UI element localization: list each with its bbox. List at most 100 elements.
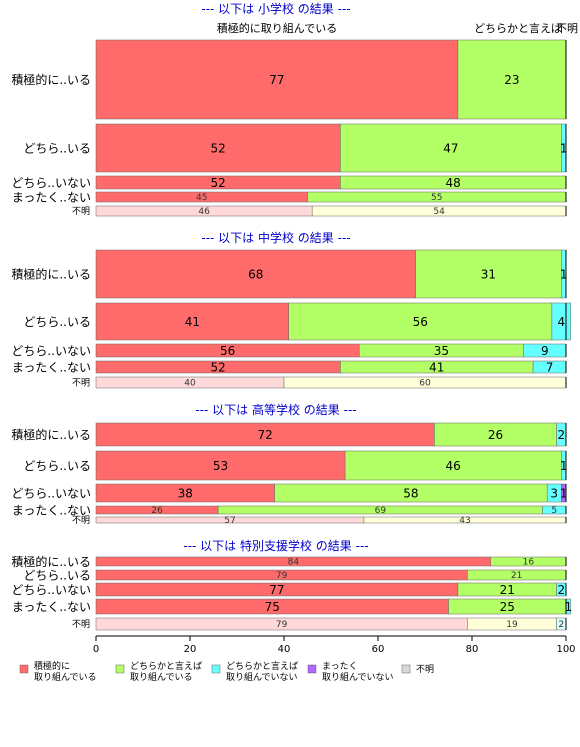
bar-row: どちら..いない 52 48 — [11, 175, 567, 190]
legend: 積極的に取り組んでいるどちらかと言えば取り組んでいるどちらかと言えば取り組んでい… — [19, 660, 434, 683]
bar-value-label: 69 — [375, 506, 387, 516]
bar-row: どちら..いる 53 46 1 — [23, 450, 568, 481]
bar-value-label: 56 — [220, 344, 235, 358]
top-label: 不明 — [556, 22, 578, 35]
bar-value-label: 84 — [288, 558, 300, 568]
bar-value-label: 41 — [429, 361, 444, 375]
bar-value-label: 1 — [560, 268, 568, 282]
bar-value-label: 1 — [560, 459, 568, 473]
bar-row: 積極的に..いる 84 16 — [11, 554, 567, 569]
bar-row: どちら..いない 56 35 9 — [11, 343, 567, 358]
bar-value-label: 2 — [557, 583, 565, 597]
bar-value-label: 46 — [198, 207, 210, 217]
bar-row: まったく..ない 52 41 7 — [12, 361, 567, 375]
row-label: どちら..いない — [11, 176, 91, 190]
bar-segment — [95, 450, 346, 481]
bar-row: 不明 79 19 2 — [72, 617, 567, 631]
bar-value-label: 47 — [443, 142, 458, 156]
section-0: --- 以下は 小学校 の結果 --- 積極的に..いる 77 23 どちら..いる 52… — [11, 1, 567, 217]
row-label: どちら..いる — [23, 142, 91, 156]
section-3: --- 以下は 特別支援学校 の結果 ---積極的に..いる 84 16どちら..い… — [11, 538, 573, 631]
x-tick-label: 80 — [466, 644, 479, 655]
bar-value-label: 1 — [565, 600, 573, 614]
bar-value-label: 57 — [224, 516, 235, 526]
legend-swatch — [19, 664, 29, 674]
row-label: 不明 — [72, 619, 90, 630]
row-label: どちら..いる — [23, 459, 91, 473]
row-label: 積極的に..いる — [11, 72, 91, 87]
x-tick-label: 0 — [93, 644, 99, 655]
bar-value-label: 5 — [551, 506, 557, 516]
bar-value-label: 52 — [211, 361, 226, 375]
row-label: 積極的に..いる — [11, 427, 91, 442]
bar-value-label: 75 — [265, 600, 280, 614]
legend-label: 取り組んでいる — [130, 671, 193, 683]
row-label: 積極的に..いる — [11, 554, 91, 569]
bar-row: どちら..いる 79 21 — [23, 569, 567, 583]
bar-value-label: 21 — [500, 583, 515, 597]
bar-value-label: 48 — [446, 176, 461, 190]
section-title: --- 以下は 小学校 の結果 --- — [201, 1, 350, 16]
top-label: 積極的に取り組んでいる — [217, 21, 337, 35]
section-title: --- 以下は 高等学校 の結果 --- — [195, 402, 356, 417]
bar-value-label: 21 — [511, 571, 522, 581]
bar-row: 積極的に..いる 68 31 1 — [11, 249, 568, 299]
bar-row: 不明 40 60 — [72, 376, 567, 389]
section-2: --- 以下は 高等学校 の結果 --- 積極的に..いる 72 26 2 どちら..いる… — [11, 402, 567, 526]
bar-value-label: 1 — [560, 142, 568, 156]
bar-value-label: 56 — [413, 315, 428, 329]
row-label: 積極的に..いる — [11, 267, 91, 282]
bar-value-label: 25 — [500, 600, 515, 614]
bar-value-label: 55 — [431, 193, 442, 203]
row-label: まったく..ない — [12, 504, 91, 518]
row-label: 不明 — [72, 206, 90, 217]
row-label: まったく..ない — [12, 191, 91, 205]
bar-segment — [457, 39, 567, 120]
x-tick-label: 100 — [556, 644, 575, 655]
bar-row: どちら..いる 41 56 4 — [23, 302, 571, 341]
bar-row: まったく..ない 45 55 — [12, 191, 567, 205]
bar-value-label: 72 — [258, 428, 273, 442]
bar-value-label: 53 — [213, 459, 228, 473]
bar-value-label: 43 — [459, 516, 470, 526]
bar-value-label: 41 — [185, 315, 200, 329]
row-label: どちら..いる — [23, 315, 91, 329]
legend-entry: 不明 — [401, 664, 434, 675]
bar-row: まったく..ない 26 69 5 — [12, 504, 567, 518]
bar-value-label: 16 — [523, 558, 535, 568]
bar-row: 不明 46 54 — [72, 205, 567, 217]
bar-value-label: 60 — [419, 379, 431, 389]
bar-value-label: 54 — [433, 207, 445, 217]
legend-label: 取り組んでいない — [226, 671, 298, 683]
bar-row: どちら..いない 38 58 3 1 — [11, 483, 567, 503]
legend-swatch — [307, 664, 317, 674]
legend-label: どちらかと言えば — [226, 660, 298, 672]
section-title: --- 以下は 中学校 の結果 --- — [201, 230, 350, 245]
row-label: どちら..いない — [11, 583, 91, 597]
bar-value-label: 38 — [178, 487, 193, 501]
bar-value-label: 7 — [546, 361, 554, 375]
bar-value-label: 52 — [211, 142, 226, 156]
bar-row: どちら..いない 77 21 2 — [11, 582, 567, 597]
legend-entry: 積極的に取り組んでいる — [19, 660, 97, 683]
bar-value-label: 26 — [151, 506, 163, 516]
bar-value-label: 2 — [558, 620, 564, 630]
row-label: どちら..いる — [23, 569, 91, 583]
bar-value-label: 40 — [184, 379, 196, 389]
bar-value-label: 68 — [248, 268, 263, 282]
bar-value-label: 46 — [446, 459, 461, 473]
legend-label: 取り組んでいない — [322, 671, 394, 683]
x-axis: 0 20 40 60 80 100 — [93, 635, 576, 655]
bar-value-label: 79 — [276, 620, 288, 630]
row-label: どちら..いない — [11, 344, 91, 358]
bar-value-label: 58 — [403, 487, 418, 501]
bar-value-label: 26 — [488, 428, 503, 442]
row-label: まったく..ない — [12, 600, 91, 614]
bar-segment — [95, 123, 341, 173]
legend-label: 取り組んでいる — [34, 671, 97, 683]
